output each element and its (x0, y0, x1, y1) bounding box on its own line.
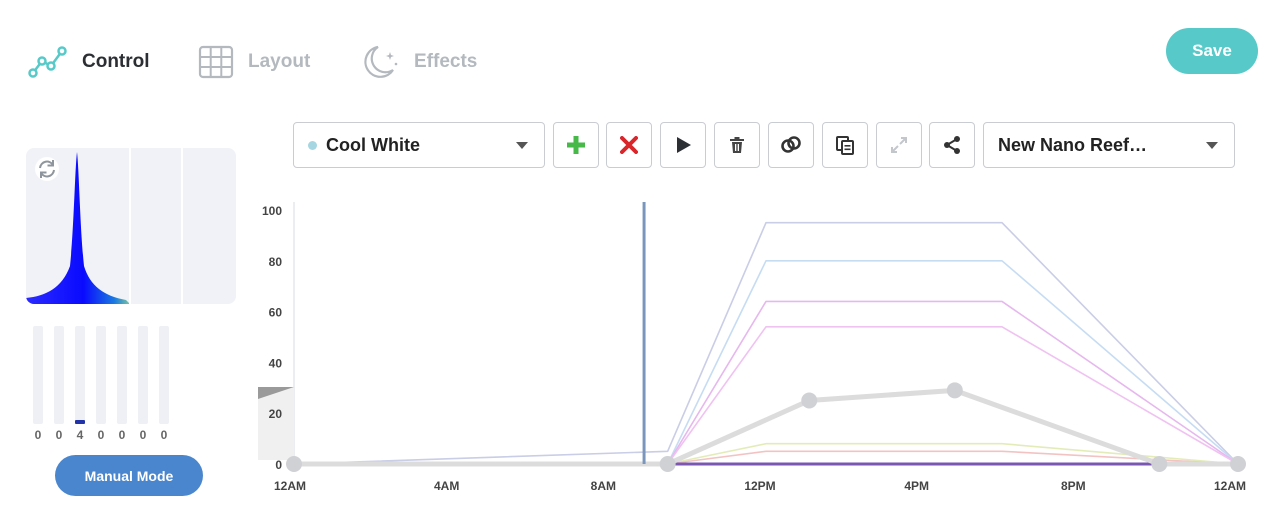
channel-value: 0 (55, 428, 63, 442)
series-point-handle[interactable] (1230, 456, 1246, 472)
selected-series-line (294, 387, 1238, 467)
y-tick-label: 40 (269, 356, 283, 370)
chart-line-icon (28, 46, 67, 78)
plus-icon (567, 136, 585, 154)
channel-select[interactable]: Cool White (293, 122, 545, 168)
series-layer (293, 221, 1239, 467)
y-tick-label: 20 (269, 407, 283, 421)
series-line (294, 260, 1239, 465)
y-axis: 100 80 60 40 20 0 (262, 204, 282, 472)
manual-mode-button[interactable]: Manual Mode (55, 455, 203, 496)
y-tick-label: 100 (262, 204, 282, 218)
expand-icon (891, 137, 907, 153)
tab-control-label: Control (82, 51, 150, 72)
channel-value: 0 (118, 428, 126, 442)
x-tick-label: 8AM (591, 479, 616, 493)
x-tick-label: 12AM (274, 479, 306, 493)
expand-button[interactable] (876, 122, 922, 168)
x-tick-label: 12PM (744, 479, 775, 493)
delete-point-button[interactable] (606, 122, 652, 168)
moon-stars-icon (364, 45, 398, 78)
channel-select-value: Cool White (326, 134, 420, 155)
spectrum-preview (26, 148, 236, 304)
tab-effects[interactable]: Effects (360, 40, 477, 84)
series-line (294, 442, 1239, 465)
x-icon (620, 136, 638, 154)
y-axis-handle[interactable] (258, 387, 294, 460)
share-icon (944, 136, 960, 154)
channel-sliders: 0 0 4 0 0 0 0 (28, 324, 188, 444)
y-tick-label: 60 (269, 306, 283, 320)
series-point-handle[interactable] (1151, 456, 1168, 472)
grid-icon (198, 45, 234, 79)
channel-value: 0 (34, 428, 42, 442)
channel-value: 0 (139, 428, 147, 442)
tab-layout-label: Layout (248, 51, 311, 72)
play-button[interactable] (660, 122, 706, 168)
trash-icon (730, 137, 744, 153)
chart-grid (293, 202, 1238, 465)
trash-button[interactable] (714, 122, 760, 168)
spectrum-graph (26, 152, 130, 304)
series-point-handle[interactable] (946, 382, 963, 399)
channel-value: 0 (160, 428, 168, 442)
preset-select[interactable]: New Nano Reef… (983, 122, 1235, 168)
x-tick-label: 4AM (434, 479, 459, 493)
y-axis-handle-corner (258, 387, 294, 399)
link-button[interactable] (768, 122, 814, 168)
x-tick-label: 8PM (1061, 479, 1086, 493)
tab-control[interactable]: Control (28, 40, 150, 84)
series-point-handle[interactable] (286, 456, 302, 472)
series-line (293, 221, 1239, 465)
x-axis: 12AM 4AM 8AM 12PM 4PM 8PM 12AM (274, 479, 1246, 493)
add-point-button[interactable] (553, 122, 599, 168)
play-icon (677, 137, 691, 153)
series-point-handle[interactable] (801, 392, 818, 409)
channel-value: 0 (97, 428, 105, 442)
x-tick-label: 12AM (1214, 479, 1246, 493)
points-layer (286, 382, 1246, 472)
chevron-down-icon (1206, 142, 1218, 149)
refresh-icon[interactable] (34, 156, 60, 182)
channel-color-dot (308, 140, 317, 150)
spectrum-divider (129, 148, 131, 304)
save-button[interactable]: Save (1166, 28, 1258, 74)
y-tick-label: 0 (275, 458, 282, 472)
chevron-down-icon (516, 142, 528, 149)
channel-value: 4 (76, 428, 84, 442)
preset-select-value: New Nano Reef… (998, 134, 1148, 155)
series-point-handle[interactable] (659, 456, 676, 472)
link-icon (781, 136, 801, 153)
spectrum-divider (181, 148, 183, 304)
share-button[interactable] (929, 122, 975, 168)
y-tick-label: 80 (269, 255, 283, 269)
tab-layout[interactable]: Layout (198, 40, 310, 84)
x-tick-label: 4PM (904, 479, 929, 493)
copy-button[interactable] (822, 122, 868, 168)
schedule-chart[interactable]: 100 80 60 40 20 0 12AM 4AM 8AM 12PM 4PM 8PM 12AM (250, 190, 1260, 500)
copy-icon (836, 136, 854, 155)
tab-effects-label: Effects (414, 51, 478, 72)
